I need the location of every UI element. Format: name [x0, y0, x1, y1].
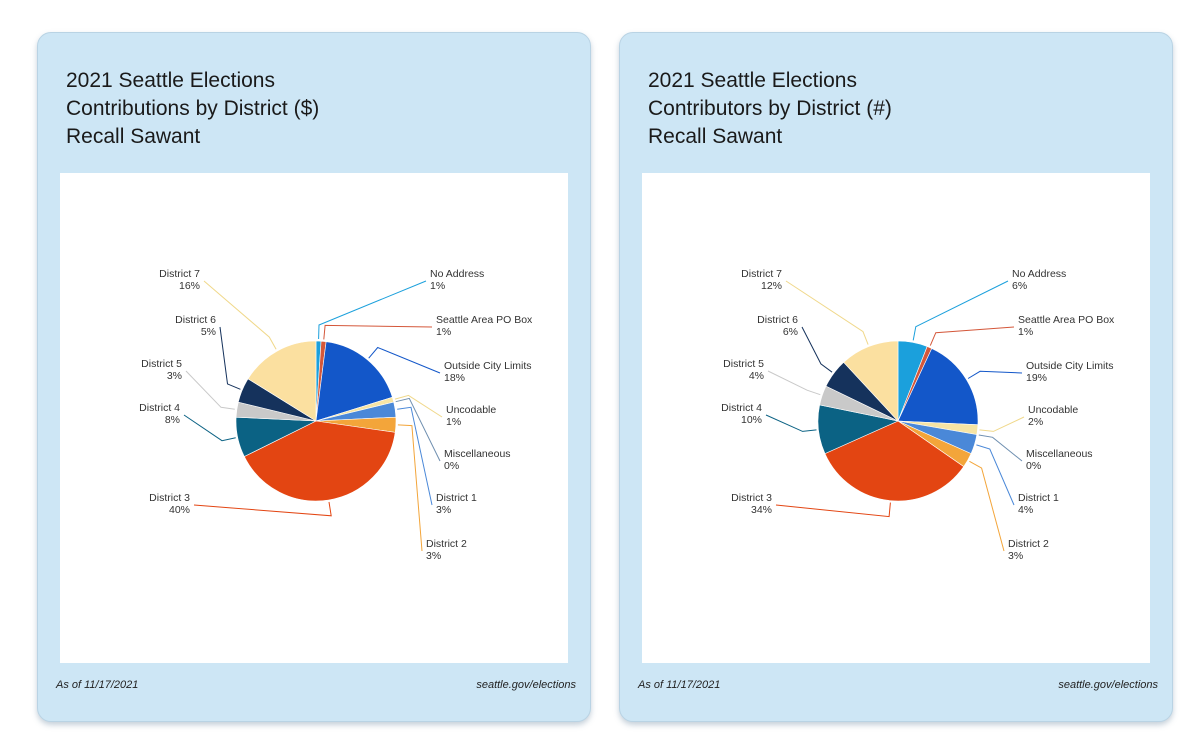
leader-line: [394, 394, 443, 418]
leader-line: [368, 346, 441, 374]
slice-percent-label: 34%: [751, 504, 772, 516]
leader-line: [929, 326, 1015, 346]
slice-percent-label: 19%: [1026, 372, 1047, 384]
pie-chart-area: No Address 6% Seattle Area PO Box 1% Outside…: [642, 173, 1150, 663]
source-site: seattle.gov/elections: [1058, 679, 1158, 691]
chart-title-line-2: Contributions by District ($): [66, 97, 320, 120]
leader-line: [203, 280, 277, 350]
slice-percent-label: 0%: [444, 460, 459, 472]
slice-label: District 6: [175, 314, 216, 326]
slice-label: District 1: [1018, 492, 1059, 504]
leader-line: [397, 424, 423, 552]
slice-label: District 3: [731, 492, 772, 504]
slice-percent-label: 40%: [169, 504, 190, 516]
slice-percent-label: 3%: [167, 370, 182, 382]
chart-title-line-3: Recall Sawant: [648, 125, 783, 148]
chart-title: 2021 Seattle Elections Contributors by D…: [648, 67, 892, 151]
slice-label: Seattle Area PO Box: [1018, 314, 1115, 326]
leader-line: [318, 280, 427, 340]
leader-line: [185, 370, 235, 410]
slice-percent-label: 3%: [426, 550, 441, 562]
slice-label: No Address: [1012, 268, 1066, 280]
slice-percent-label: 8%: [165, 414, 180, 426]
slice-label: Uncodable: [1028, 404, 1078, 416]
leader-line: [967, 370, 1023, 379]
slice-label: Seattle Area PO Box: [436, 314, 533, 326]
leader-line: [765, 414, 817, 432]
slice-label: District 5: [723, 358, 764, 370]
slice-label: Outside City Limits: [1026, 360, 1114, 372]
leader-line: [775, 502, 891, 518]
leader-line: [183, 414, 236, 442]
slice-percent-label: 12%: [761, 280, 782, 292]
pie-slice-district-3: [824, 420, 965, 502]
leader-line: [801, 326, 833, 373]
pie-slice-outside-city-limits: [897, 348, 979, 426]
leader-line: [397, 406, 433, 506]
slice-label: District 7: [159, 268, 200, 280]
slice-label: District 4: [139, 402, 180, 414]
slice-percent-label: 6%: [783, 326, 798, 338]
leader-line: [219, 326, 241, 390]
slice-percent-label: 1%: [446, 416, 461, 428]
slice-percent-label: 1%: [436, 326, 451, 338]
chart-title: 2021 Seattle Elections Contributions by …: [66, 67, 319, 151]
pie-slice-district-7: [843, 340, 899, 422]
slice-percent-label: 3%: [436, 504, 451, 516]
slice-label: Miscellaneous: [1026, 448, 1093, 460]
slice-percent-label: 1%: [1018, 326, 1033, 338]
chart-title-line-2: Contributors by District (#): [648, 97, 892, 120]
slice-label: Uncodable: [446, 404, 496, 416]
slice-percent-label: 4%: [749, 370, 764, 382]
leader-line: [193, 501, 332, 517]
slice-label: Miscellaneous: [444, 448, 511, 460]
as-of-date: As of 11/17/2021: [56, 679, 139, 691]
slice-label: District 5: [141, 358, 182, 370]
slice-label: No Address: [430, 268, 484, 280]
source-site: seattle.gov/elections: [476, 679, 576, 691]
slice-label: District 7: [741, 268, 782, 280]
leader-line: [767, 370, 821, 396]
leader-line: [976, 444, 1015, 506]
chart-title-line-3: Recall Sawant: [66, 125, 201, 148]
slice-percent-label: 5%: [201, 326, 216, 338]
slice-percent-label: 18%: [444, 372, 465, 384]
leader-line: [323, 324, 433, 340]
slice-percent-label: 10%: [741, 414, 762, 426]
slice-label: District 2: [1008, 538, 1049, 550]
slice-label: District 3: [149, 492, 190, 504]
pie-chart-area: No Address 1% Seattle Area PO Box 1% Outside…: [60, 173, 568, 663]
leader-line: [912, 280, 1009, 341]
slice-label: District 6: [757, 314, 798, 326]
pie-slice-district-3: [243, 420, 396, 502]
slice-label: District 1: [436, 492, 477, 504]
leader-line: [969, 460, 1005, 552]
as-of-date: As of 11/17/2021: [638, 679, 721, 691]
slice-label: Outside City Limits: [444, 360, 532, 372]
pie-slice-outside-city-limits: [315, 341, 393, 422]
chart-title-line-1: 2021 Seattle Elections: [648, 69, 857, 92]
slice-percent-label: 1%: [430, 280, 445, 292]
slice-percent-label: 2%: [1028, 416, 1043, 428]
slice-label: District 2: [426, 538, 467, 550]
leader-line: [395, 397, 441, 462]
leader-line: [978, 434, 1023, 462]
chart-panel-contributions: 2021 Seattle Elections Contributions by …: [37, 32, 591, 722]
leader-line: [785, 280, 869, 345]
slice-percent-label: 4%: [1018, 504, 1033, 516]
slice-percent-label: 6%: [1012, 280, 1027, 292]
slice-percent-label: 3%: [1008, 550, 1023, 562]
slice-label: District 4: [721, 402, 762, 414]
slice-percent-label: 0%: [1026, 460, 1041, 472]
slice-percent-label: 16%: [179, 280, 200, 292]
chart-title-line-1: 2021 Seattle Elections: [66, 69, 275, 92]
pie-slice-district-7: [247, 340, 317, 422]
leader-line: [979, 416, 1025, 432]
chart-panel-contributors: 2021 Seattle Elections Contributors by D…: [619, 32, 1173, 722]
